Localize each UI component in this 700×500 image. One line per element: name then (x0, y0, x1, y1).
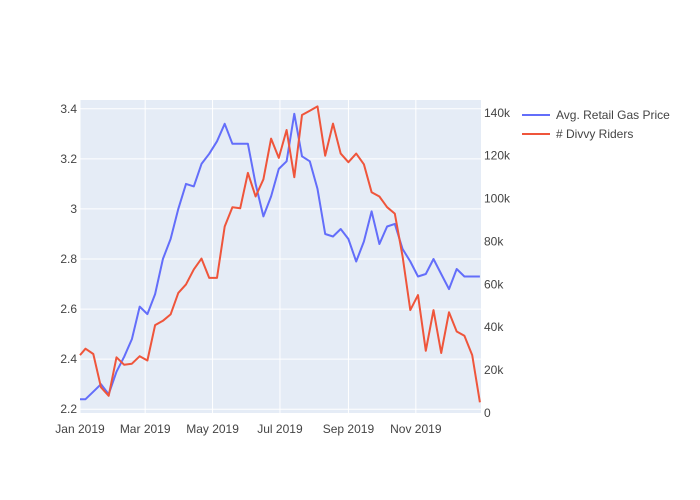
x-tick-label: Jan 2019 (55, 422, 105, 436)
x-tick-label: Jul 2019 (257, 422, 303, 436)
y2-tick-label: 0 (484, 406, 491, 420)
y-tick-label: 2.6 (60, 302, 77, 316)
y2-axis-ticks: 0 20k 40k 60k 80k 100k 120k 140k (484, 106, 511, 420)
y2-tick-label: 60k (484, 277, 504, 291)
y-tick-label: 2.4 (60, 352, 77, 366)
y-tick-label: 3.2 (60, 152, 77, 166)
legend[interactable]: Avg. Retail Gas Price # Divvy Riders (522, 108, 670, 141)
series-line-riders (79, 105, 481, 403)
y2-tick-label: 20k (484, 363, 504, 377)
plot-background (80, 100, 481, 413)
x-tick-label: May 2019 (186, 422, 239, 436)
y2-tick-label: 100k (484, 192, 511, 206)
y2-tick-label: 120k (484, 149, 511, 163)
legend-label: Avg. Retail Gas Price (556, 108, 670, 122)
x-tick-label: Sep 2019 (323, 422, 375, 436)
series-line-gas-price (80, 112, 480, 401)
y-tick-label: 2.2 (60, 402, 77, 416)
series-lines (79, 105, 481, 403)
y-tick-label: 3.4 (60, 102, 77, 116)
y2-tick-label: 140k (484, 106, 511, 120)
y2-tick-label: 40k (484, 320, 504, 334)
y-axis-ticks: 2.2 2.4 2.6 2.8 3 3.2 3.4 (60, 102, 77, 416)
legend-item[interactable]: # Divvy Riders (522, 127, 633, 141)
y-tick-label: 2.8 (60, 252, 77, 266)
legend-item[interactable]: Avg. Retail Gas Price (522, 108, 670, 122)
y-tick-label: 3 (70, 202, 77, 216)
grid (79, 100, 481, 413)
x-tick-label: Mar 2019 (120, 422, 171, 436)
x-axis-ticks: Jan 2019 Mar 2019 May 2019 Jul 2019 Sep 2019… (55, 422, 442, 436)
x-tick-label: Nov 2019 (390, 422, 442, 436)
y2-tick-label: 80k (484, 234, 504, 248)
legend-label: # Divvy Riders (556, 127, 633, 141)
